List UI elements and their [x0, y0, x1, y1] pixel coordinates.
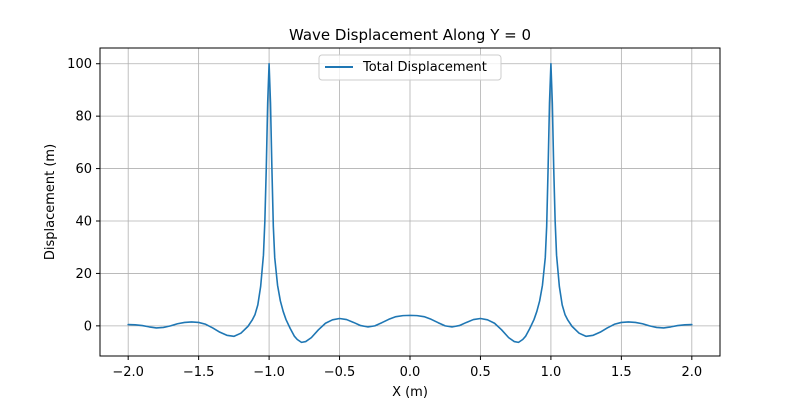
legend-box — [318, 54, 502, 81]
x-tick-label: −0.5 — [324, 365, 356, 380]
y-axis-label: Displacement (m) — [43, 144, 58, 260]
x-tick-label: −1.0 — [253, 365, 285, 380]
plot-frame — [99, 47, 721, 357]
x-tick-label: 0.5 — [470, 365, 491, 380]
legend: Total Displacement — [318, 54, 502, 81]
x-tick-label: −2.0 — [112, 365, 144, 380]
x-axis-ticks: −2.0 −1.5 −1.0 −0.5 0.0 0.5 1.0 1.5 2.0 — [112, 356, 702, 380]
y-axis-ticks: 0 20 40 60 80 100 — [67, 57, 100, 334]
x-tick-label: 0.0 — [400, 365, 421, 380]
y-tick-label: 0 — [84, 319, 92, 334]
x-tick-label: 1.5 — [611, 365, 632, 380]
y-tick-label: 40 — [75, 215, 92, 230]
y-tick-label: 20 — [75, 267, 92, 282]
y-tick-label: 80 — [75, 110, 92, 125]
x-axis-label: X (m) — [392, 385, 428, 400]
y-tick-label: 60 — [75, 162, 92, 177]
legend-label: Total Displacement — [362, 60, 487, 75]
series-line-total-displacement — [127, 62, 693, 344]
y-tick-label: 100 — [67, 57, 92, 72]
x-tick-label: 1.0 — [541, 365, 562, 380]
chart-title: Wave Displacement Along Y = 0 — [289, 26, 531, 44]
x-tick-label: 2.0 — [681, 365, 702, 380]
x-tick-label: −1.5 — [183, 365, 215, 380]
series-layer — [127, 62, 693, 344]
